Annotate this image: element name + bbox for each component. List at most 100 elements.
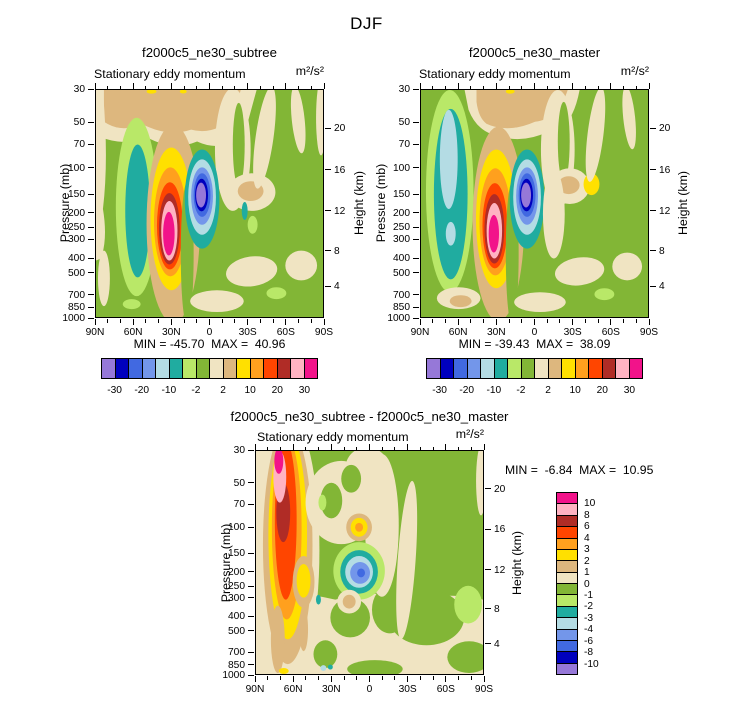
x-tick	[279, 676, 281, 680]
x-tick	[635, 319, 637, 323]
x-tick	[285, 319, 287, 325]
y-tick	[88, 306, 94, 308]
y-tick	[88, 317, 94, 319]
x-tick	[407, 676, 409, 682]
y-tick	[88, 212, 94, 214]
x-tick	[356, 446, 358, 450]
figure-title: DJF	[350, 14, 383, 33]
x-tick	[107, 85, 109, 89]
panel-title-diff: f2000c5_ne30_subtree - f2000c5_ne30_mast…	[230, 409, 509, 424]
x-tick	[119, 319, 121, 323]
x-tick	[483, 676, 485, 682]
x-tick-label: 30S	[563, 327, 582, 338]
colorbar-cell	[557, 561, 577, 573]
panel-units-subtree: m²/s²	[295, 64, 324, 78]
x-tick	[234, 85, 236, 89]
colorbar-label: -2	[191, 385, 201, 396]
minmax-subtree: MIN = -45.70 MAX = 40.96	[133, 337, 286, 351]
colorbar-cell	[264, 359, 278, 378]
x-tick	[145, 319, 147, 323]
y-tick	[413, 272, 419, 274]
colorbar-label: -10	[486, 385, 502, 396]
contour-art-master	[421, 90, 648, 317]
y-tick	[248, 615, 254, 617]
x-tick	[521, 319, 523, 323]
x-tick	[298, 319, 300, 323]
y-tick-label: 400	[68, 253, 85, 265]
y-tick-label: 400	[228, 611, 245, 623]
y-tick	[248, 664, 254, 666]
y-tick-label: 30	[398, 84, 410, 95]
colorbar-label: -30	[432, 385, 447, 396]
y-tick-label: 70	[233, 499, 245, 511]
x-tick	[597, 85, 599, 89]
colorbar-cell	[575, 359, 589, 378]
y-tick	[88, 121, 94, 123]
colorbar-cell	[521, 359, 535, 378]
colorbar-label: 2	[220, 385, 226, 396]
x-tick-label: 60S	[276, 327, 295, 338]
colorbar-cell	[102, 359, 116, 378]
x-tick	[470, 319, 472, 323]
x-tick-label: 30S	[238, 327, 257, 338]
y-tick	[413, 167, 419, 169]
x-tick	[259, 85, 261, 89]
contour-plot-diff	[255, 450, 484, 675]
y-tick	[88, 167, 94, 169]
y-tick-label: 100	[228, 522, 245, 534]
y-tick	[248, 597, 254, 599]
x-tick	[170, 83, 172, 89]
colorbar-cell	[210, 359, 224, 378]
colorbar-label: -20	[134, 385, 150, 396]
x-tick	[170, 319, 172, 325]
colorbar-cell	[557, 538, 577, 550]
y-tick	[413, 88, 419, 90]
colorbar-cell	[629, 359, 642, 378]
y-tick-label: 70	[73, 139, 85, 151]
colorbar-cell	[291, 359, 305, 378]
colorbar-label: 1	[584, 567, 590, 579]
colorbar-cell	[557, 663, 577, 674]
x-tick	[305, 446, 307, 450]
x-tick	[254, 444, 256, 450]
x-tick	[305, 676, 307, 680]
x-tick-label: 90S	[639, 327, 659, 338]
y-tick-label: 250	[393, 222, 410, 234]
colorbar-cell	[602, 359, 616, 378]
x-tick-label: 0	[531, 327, 538, 338]
x-tick	[623, 85, 625, 89]
x-tick	[546, 319, 548, 323]
colorbar-cell	[557, 606, 577, 619]
y-tick	[88, 226, 94, 228]
x-tick	[432, 319, 434, 323]
y-tick-label: 300	[393, 234, 410, 246]
colorbar-cell	[129, 359, 143, 378]
x-tick	[483, 85, 485, 89]
colorbar-cell	[440, 359, 454, 378]
x-tick	[394, 446, 396, 450]
x-tick	[419, 319, 421, 325]
y-tick-label: 1000	[387, 313, 410, 324]
colorbar-cell	[616, 359, 630, 378]
y-tick-label: 1000	[222, 670, 245, 681]
y-tick-label: 850	[68, 302, 85, 314]
x-tick	[444, 319, 446, 323]
contour-plot-master	[420, 89, 649, 318]
x-tick	[310, 319, 312, 323]
colorbar-cell	[557, 629, 577, 641]
y-tick	[248, 651, 254, 653]
colorbar-cell	[557, 652, 577, 664]
y-tick-label: 700	[393, 289, 410, 301]
x-tick	[470, 446, 472, 450]
y-tick	[248, 571, 254, 573]
x-tick	[483, 319, 485, 323]
y-tick-label: 400	[393, 253, 410, 265]
y-tick	[413, 294, 419, 296]
x-tick	[432, 676, 434, 680]
panel-subtitle-subtree: Stationary eddy momentum	[94, 67, 246, 81]
x-tick	[259, 319, 261, 323]
colorbar-cell	[277, 359, 291, 378]
y-tick	[248, 449, 254, 451]
x-tick	[221, 85, 223, 89]
colorbar-label: 2	[545, 385, 551, 396]
